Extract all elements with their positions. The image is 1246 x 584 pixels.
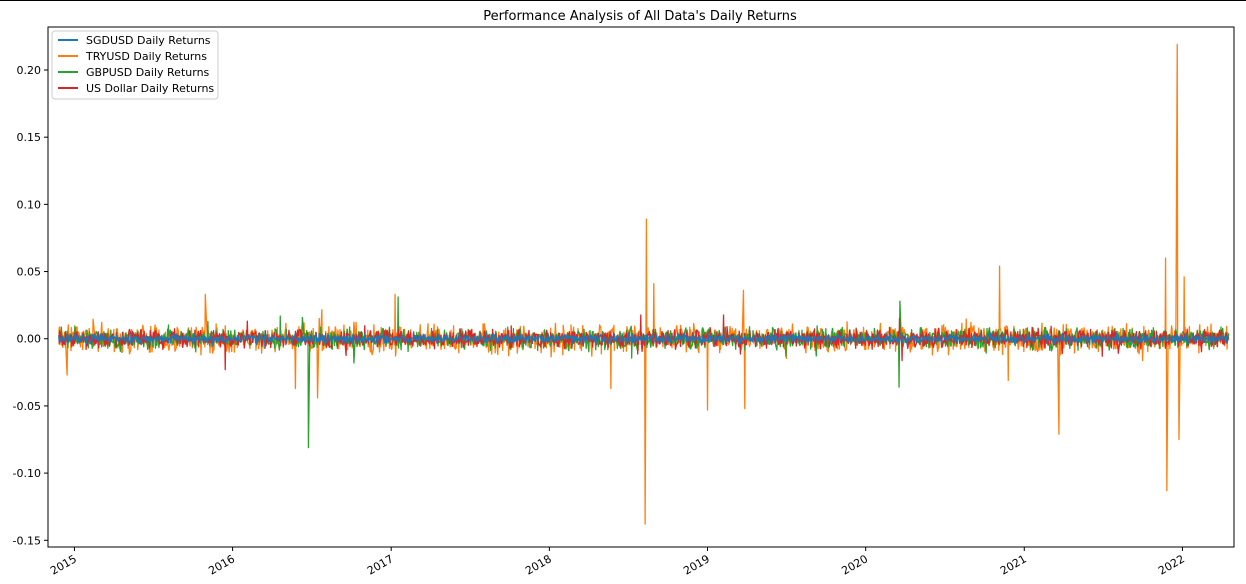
x-tick-label: 2017 bbox=[365, 552, 396, 577]
legend: SGDUSD Daily Returns TRYUSD Daily Returns… bbox=[51, 30, 219, 100]
legend-label: GBPUSD Daily Returns bbox=[86, 66, 210, 79]
x-tick-label: 2021 bbox=[998, 552, 1029, 577]
series-line-1 bbox=[58, 43, 1230, 525]
x-tick-label: 2022 bbox=[1156, 552, 1187, 577]
y-tick-label: 0.05 bbox=[17, 266, 42, 279]
y-tick-label: 0.10 bbox=[17, 198, 42, 211]
x-tick-label: 2015 bbox=[48, 552, 79, 577]
legend-box bbox=[51, 30, 219, 100]
series-line-2 bbox=[58, 296, 1230, 449]
legend-label: SGDUSD Daily Returns bbox=[86, 34, 211, 47]
plot-frame bbox=[47, 26, 1235, 548]
y-tick-label: 0.00 bbox=[17, 333, 42, 346]
x-tick-label: 2018 bbox=[523, 552, 554, 577]
y-tick-label: -0.10 bbox=[13, 467, 41, 480]
legend-label: US Dollar Daily Returns bbox=[86, 82, 214, 95]
legend-label: TRYUSD Daily Returns bbox=[85, 50, 207, 63]
y-tick-label: -0.15 bbox=[13, 534, 41, 547]
chart-title: Performance Analysis of All Data's Daily… bbox=[483, 9, 797, 24]
series-line-0 bbox=[58, 331, 1229, 349]
x-axis: 2015 2016 2017 2018 2019 2020 2021 2022 bbox=[48, 547, 1187, 578]
series-lines bbox=[58, 43, 1230, 525]
x-tick-label: 2020 bbox=[839, 552, 870, 577]
x-tick-label: 2016 bbox=[206, 552, 237, 577]
y-axis: -0.15 -0.10 -0.05 0.00 0.05 0.10 0.15 0.20 bbox=[13, 64, 48, 547]
y-tick-label: -0.05 bbox=[13, 400, 41, 413]
x-tick-label: 2019 bbox=[681, 552, 712, 577]
y-tick-label: 0.15 bbox=[17, 131, 42, 144]
top-border bbox=[0, 0, 1246, 1]
y-tick-label: 0.20 bbox=[17, 64, 42, 77]
